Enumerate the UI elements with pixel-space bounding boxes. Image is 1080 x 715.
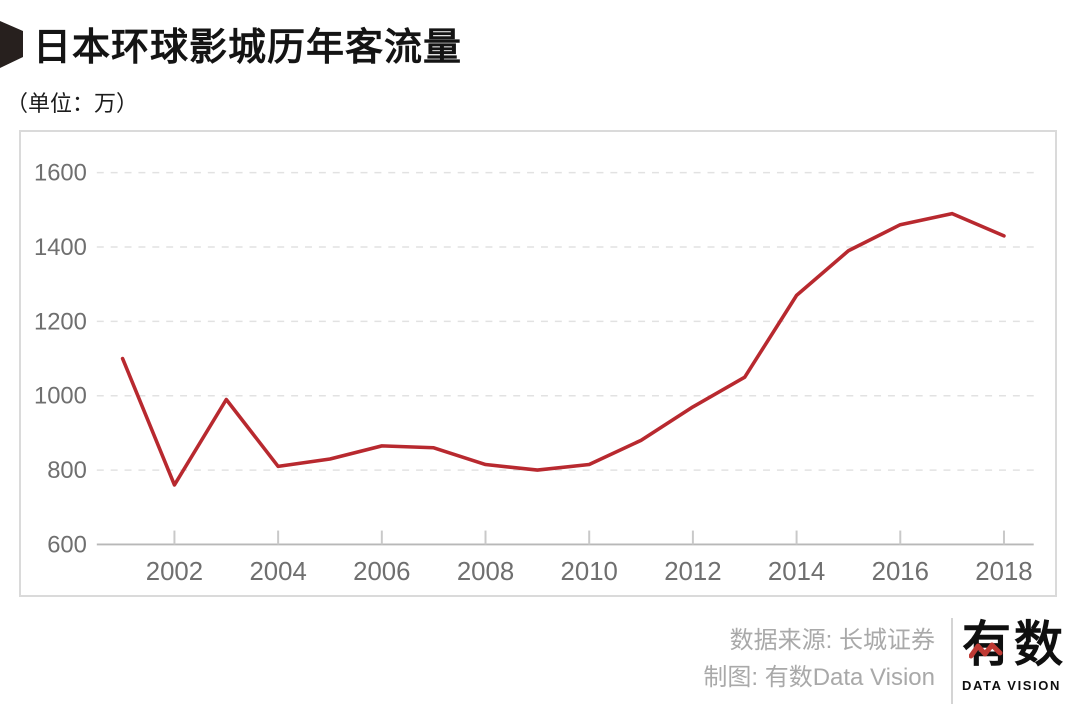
chart-credit-label: 制图: 有数Data Vision [703,664,935,691]
x-axis-tick-label: 2006 [353,558,410,586]
logo: 有数 DATA VISION [962,612,1068,693]
x-axis-tick-label: 2004 [249,558,306,586]
y-axis-tick-label: 1000 [34,383,87,410]
x-axis-tick-label: 2016 [872,558,929,586]
page-title: 日本环球影城历年客流量 [33,27,463,69]
x-axis-tick-label: 2012 [664,558,721,586]
x-axis-tick-label: 2002 [146,558,203,586]
title-marker-icon [0,21,23,68]
x-axis-tick-label: 2010 [561,558,618,586]
logo-wave-icon [969,642,1003,659]
credits: 数据来源: 长城证券 制图: 有数Data Vision [703,622,935,696]
y-axis-tick-label: 800 [47,457,87,484]
visitors-series-line [120,211,1006,487]
y-axis-tick-label: 1600 [34,160,87,187]
footer-divider [951,618,953,704]
y-axis-tick-label: 1200 [34,308,87,335]
x-axis-tick-label: 2018 [975,558,1032,586]
x-axis-tick-label: 2014 [768,558,825,586]
x-axis-tick-label: 2008 [457,558,514,586]
chart-card: 600 800 1000 1200 1400 1600 2002 2004 2006 2008 20… [19,130,1057,597]
data-source-label: 数据来源: 长城证券 [729,627,935,654]
y-axis-tick-label: 600 [47,531,87,558]
logo-subtitle: DATA VISION [962,678,1061,694]
y-axis-tick-label: 1400 [34,234,87,261]
unit-label: （单位：万） [6,91,139,116]
visitors-line-chart: 600 800 1000 1200 1400 1600 2002 2004 2006 2008 20… [34,160,1034,586]
